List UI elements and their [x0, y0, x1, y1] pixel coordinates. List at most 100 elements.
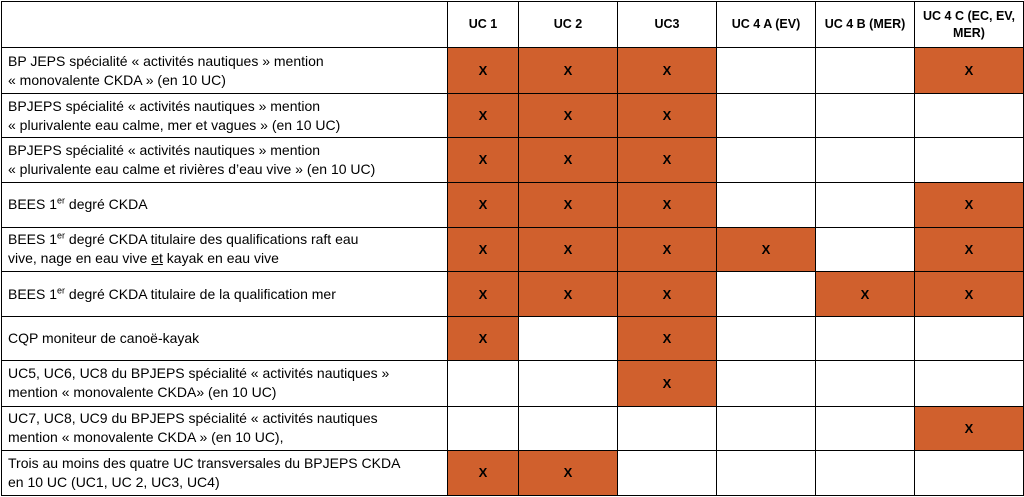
- mark-cell-checked: X: [447, 181, 519, 228]
- mark-x: X: [662, 331, 672, 347]
- mark-cell-checked: X: [447, 137, 519, 183]
- mark-x: X: [964, 197, 974, 213]
- header-uc3: UC3: [617, 1, 717, 48]
- mark-cell-checked: X: [914, 226, 1024, 272]
- mark-x: X: [563, 465, 573, 481]
- mark-cell-empty: [815, 226, 915, 272]
- mark-cell-checked: X: [518, 449, 618, 497]
- mark-cell-checked: X: [914, 46, 1024, 95]
- mark-cell-checked: X: [447, 270, 519, 318]
- table-row: UC5, UC6, UC8 du BPJEPS spécialité « act…: [1, 360, 1024, 407]
- mark-x: X: [662, 375, 672, 391]
- row-label-line: « plurivalente eau calme, mer et vagues …: [8, 116, 341, 133]
- row-label-superscript: er: [57, 195, 66, 206]
- mark-x: X: [563, 63, 573, 79]
- table-row: BPJEPS spécialité « activités nautiques …: [1, 137, 1024, 183]
- mark-cell-empty: [914, 137, 1024, 183]
- mark-cell-checked: X: [617, 181, 717, 228]
- row-label-text: BEES 1: [8, 231, 58, 248]
- mark-cell-checked: X: [617, 93, 717, 139]
- mark-cell-checked: X: [617, 270, 717, 318]
- row-label: UC7, UC8, UC9 du BPJEPS spécialité « act…: [1, 405, 448, 451]
- table-row: CQP moniteur de canoë-kayak X X: [1, 316, 1024, 362]
- mark-x: X: [964, 63, 974, 79]
- row-label: Trois au moins des quatre UC transversal…: [1, 449, 448, 497]
- row-label: BPJEPS spécialité « activités nautiques …: [1, 137, 448, 183]
- mark-cell-empty: [716, 270, 816, 318]
- mark-cell-empty: [716, 316, 816, 362]
- row-label-text: vive, nage en eau vive: [8, 250, 152, 267]
- mark-x: X: [478, 108, 488, 124]
- mark-cell-empty: [815, 137, 915, 183]
- row-label: BEES 1er degré CKDA: [1, 181, 448, 228]
- mark-cell-checked: X: [815, 270, 915, 318]
- mark-cell-checked: X: [447, 449, 519, 497]
- row-label-superscript: er: [57, 284, 66, 295]
- table-row: UC7, UC8, UC9 du BPJEPS spécialité « act…: [1, 405, 1024, 451]
- mark-cell-empty: [716, 405, 816, 451]
- mark-cell-checked: X: [518, 226, 618, 272]
- mark-cell-empty: [815, 405, 915, 451]
- row-label: BEES 1er degré CKDA titulaire de la qual…: [1, 270, 448, 318]
- mark-cell-checked: X: [914, 270, 1024, 318]
- mark-cell-empty: [716, 181, 816, 228]
- mark-x: X: [478, 197, 488, 213]
- row-label: UC5, UC6, UC8 du BPJEPS spécialité « act…: [1, 360, 448, 407]
- mark-cell-empty: [815, 181, 915, 228]
- mark-x: X: [662, 286, 672, 302]
- row-label-line: « monovalente CKDA » (en 10 UC): [8, 71, 226, 88]
- mark-cell-checked: X: [617, 226, 717, 272]
- mark-cell-empty: [447, 405, 519, 451]
- row-label-text: BEES 1: [8, 196, 58, 213]
- mark-cell-checked: X: [617, 46, 717, 95]
- mark-x: X: [563, 286, 573, 302]
- mark-x: X: [478, 241, 488, 257]
- mark-cell-empty: [914, 93, 1024, 139]
- mark-cell-empty: [716, 449, 816, 497]
- mark-x: X: [662, 63, 672, 79]
- row-label: BPJEPS spécialité « activités nautiques …: [1, 93, 448, 139]
- row-label-text: degré CKDA titulaire des qualifications …: [65, 231, 359, 248]
- mark-x: X: [662, 241, 672, 257]
- mark-cell-empty: [914, 316, 1024, 362]
- table-row: BEES 1er degré CKDA titulaire de la qual…: [1, 270, 1024, 318]
- table-row: BP JEPS spécialité « activités nautiques…: [1, 46, 1024, 95]
- mark-x: X: [478, 286, 488, 302]
- mark-cell-empty: [914, 449, 1024, 497]
- row-label-line: Trois au moins des quatre UC transversal…: [8, 454, 401, 471]
- row-label-line: BEES 1er degré CKDA: [8, 195, 441, 214]
- mark-cell-empty: [914, 360, 1024, 407]
- mark-cell-empty: [716, 93, 816, 139]
- row-label-line: en 10 UC (UC1, UC 2, UC3, UC4): [8, 473, 220, 490]
- mark-cell-checked: X: [518, 137, 618, 183]
- row-label-text: kayak en eau vive: [162, 250, 279, 267]
- row-label-line: vive, nage en eau vive et kayak en eau v…: [8, 249, 441, 268]
- mark-cell-empty: [518, 360, 618, 407]
- mark-cell-checked: X: [518, 93, 618, 139]
- mark-cell-checked: X: [914, 181, 1024, 228]
- row-label-line: UC5, UC6, UC8 du BPJEPS spécialité « act…: [8, 365, 390, 382]
- header-uc4b: UC 4 B (MER): [815, 1, 915, 48]
- mark-x: X: [761, 241, 771, 257]
- row-label-line: BPJEPS spécialité « activités nautiques …: [8, 141, 321, 158]
- mark-cell-empty: [815, 93, 915, 139]
- row-label-line: UC7, UC8, UC9 du BPJEPS spécialité « act…: [8, 410, 378, 427]
- table-row: BEES 1er degré CKDA titulaire des qualif…: [1, 226, 1024, 272]
- row-label-text: degré CKDA: [65, 196, 148, 213]
- row-label-line: « plurivalente eau calme et rivières d’e…: [8, 160, 376, 177]
- mark-cell-checked: X: [617, 316, 717, 362]
- mark-cell-empty: [447, 360, 519, 407]
- mark-cell-empty: [716, 137, 816, 183]
- header-empty: [1, 1, 448, 48]
- mark-x: X: [478, 152, 488, 168]
- mark-cell-checked: X: [716, 226, 816, 272]
- mark-x: X: [860, 286, 870, 302]
- row-label: BEES 1er degré CKDA titulaire des qualif…: [1, 226, 448, 272]
- mark-cell-checked: X: [914, 405, 1024, 451]
- mark-cell-checked: X: [617, 137, 717, 183]
- row-label: BP JEPS spécialité « activités nautiques…: [1, 46, 448, 95]
- header-uc1: UC 1: [447, 1, 519, 48]
- mark-x: X: [563, 241, 573, 257]
- mark-x: X: [478, 63, 488, 79]
